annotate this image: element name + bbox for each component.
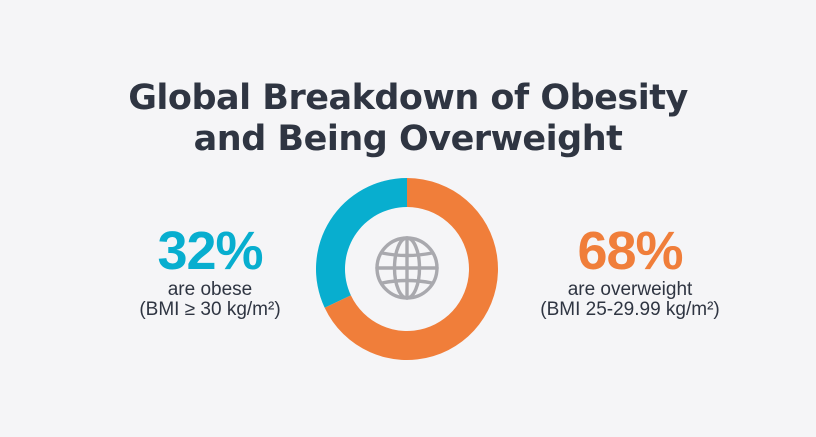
obese-sublabel: (BMI ≥ 30 kg/m²)	[139, 299, 281, 320]
overweight-label: are overweight	[567, 279, 693, 300]
overweight-stat: 68% are overweight (BMI 25-29.99 kg/m²)	[500, 222, 760, 320]
title-line-1: Global Breakdown of Obesity	[128, 78, 688, 118]
overweight-sublabel: (BMI 25-29.99 kg/m²)	[540, 299, 720, 320]
donut-slices	[316, 178, 498, 360]
donut-slice-obese	[316, 178, 407, 308]
donut-chart	[316, 178, 498, 360]
obese-percent-label: 32%	[157, 221, 263, 281]
obese-stat: 32% are obese (BMI ≥ 30 kg/m²)	[80, 222, 340, 320]
obese-label: are obese	[167, 279, 253, 300]
overweight-percent-label: 68%	[577, 221, 683, 281]
donut-slice-overweight	[324, 178, 498, 360]
globe-icon	[375, 236, 439, 300]
chart-title: Global Breakdown of Obesity and Being Ov…	[0, 78, 816, 160]
title-line-2: and Being Overweight	[193, 119, 623, 159]
